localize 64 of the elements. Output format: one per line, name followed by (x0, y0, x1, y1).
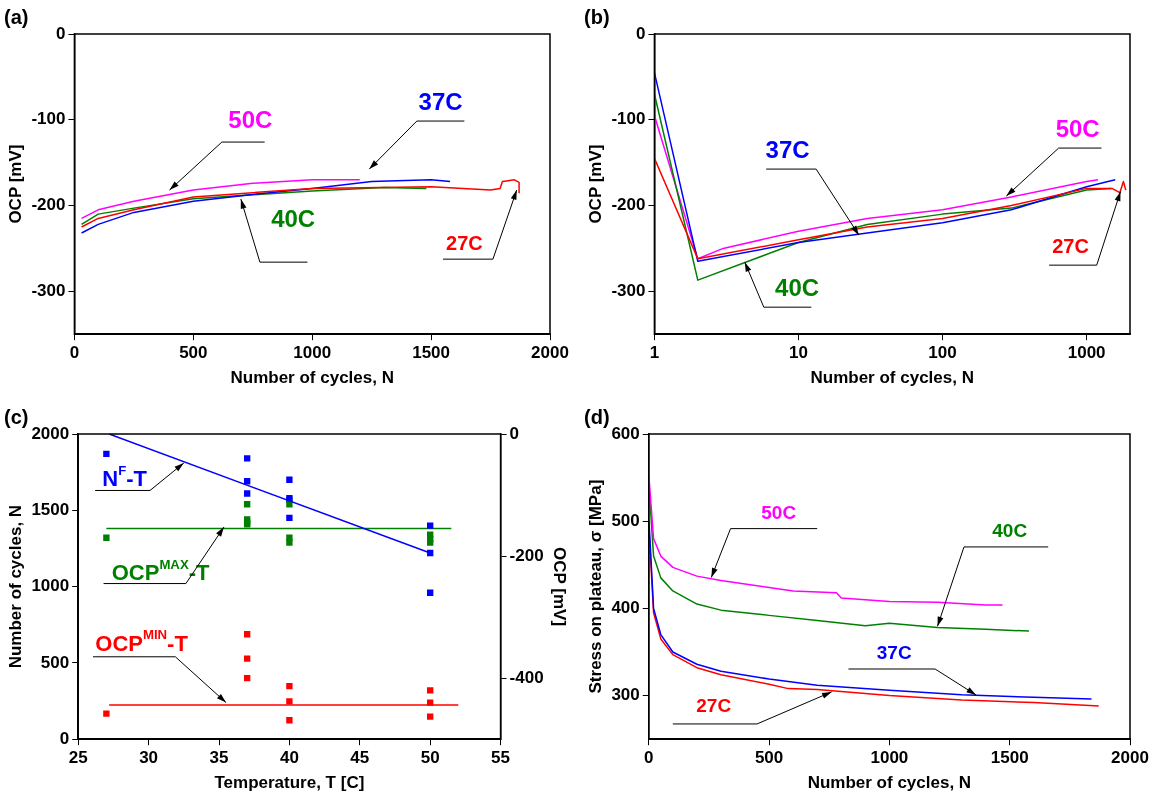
chart-title: (d) (584, 405, 610, 428)
x-tick-label: 10 (789, 343, 808, 363)
series-label: 40C (775, 273, 820, 301)
x-tick-label: 2000 (1111, 748, 1149, 768)
x-tick-label: 100 (928, 343, 957, 363)
series-label: 27C (696, 695, 732, 717)
x-tick-label: 55 (491, 748, 511, 768)
y-tick-label: -200 (31, 195, 66, 215)
text: 37C (418, 87, 463, 115)
y2-tick-label: -400 (509, 667, 544, 687)
x-axis-title: Number of cycles, N (807, 773, 972, 793)
x-tick-label: 35 (209, 748, 229, 768)
y-axis-title: Stress on plateau, σ [MPa] (585, 479, 605, 694)
text: 37C (765, 135, 810, 163)
y2-axis-title: OCP [mV] (550, 547, 570, 627)
y-tick-label: 2000 (31, 423, 70, 443)
y-tick-label: 1500 (31, 499, 70, 519)
x-tick-label: 1500 (990, 748, 1029, 768)
text: 50C (228, 105, 273, 133)
x-tick-label: 1000 (1067, 343, 1106, 363)
text: 50C (761, 501, 797, 523)
x-axis-title: Temperature, T [C] (214, 773, 365, 793)
text: 27C (446, 231, 483, 254)
y-tick-label: 0 (635, 23, 646, 43)
x-tick-label: 1500 (412, 343, 451, 363)
y-tick-label: 600 (611, 423, 640, 443)
y-tick-label: 500 (611, 510, 640, 530)
x-axis-title: Number of cycles, N (810, 368, 974, 388)
series-label: 50C (1055, 114, 1100, 142)
y-tick-label: 1000 (31, 576, 70, 596)
x-tick-label: 50 (420, 748, 440, 768)
x-tick-label: 1000 (293, 343, 332, 363)
y-tick-label: 0 (59, 728, 70, 748)
y-tick-label: 0 (55, 23, 66, 43)
chart-title: (b) (584, 5, 610, 28)
x-tick-label: 30 (139, 748, 159, 768)
x-tick-label: 2000 (531, 343, 569, 363)
x-tick-label: 25 (68, 748, 88, 768)
chart-title: (c) (4, 405, 29, 428)
y2-tick-label: 0 (509, 423, 520, 443)
x-axis-title: Number of cycles, N (230, 368, 394, 388)
text: 40C (992, 519, 1028, 541)
series-label: 40C (271, 204, 316, 232)
x-tick-label: 45 (350, 748, 370, 768)
y-tick-label: 500 (40, 652, 70, 672)
y-axis-title: OCP [mV] (5, 144, 25, 224)
y-tick-label: -300 (31, 281, 66, 300)
y-tick-label: 400 (611, 598, 640, 618)
chart-title: (a) (4, 5, 29, 28)
y-tick-label: -100 (31, 109, 66, 129)
y-tick-label: -200 (611, 195, 646, 215)
x-tick-label: 500 (179, 343, 208, 363)
y-axis-title: Number of cycles, N (5, 504, 25, 669)
x-tick-label: 1000 (870, 748, 909, 768)
x-tick-label: 40 (279, 748, 299, 768)
x-tick-label: 1 (649, 343, 660, 363)
y-tick-label: 300 (611, 685, 640, 705)
x-tick-label: 500 (754, 748, 784, 768)
y-tick-label: -100 (611, 109, 646, 129)
series-label: 37C (876, 641, 912, 663)
series-label: 27C (1052, 234, 1089, 257)
y-axis-title: OCP [mV] (585, 144, 605, 224)
y-tick-label: -300 (611, 281, 646, 300)
y2-tick-label: -200 (509, 545, 544, 565)
